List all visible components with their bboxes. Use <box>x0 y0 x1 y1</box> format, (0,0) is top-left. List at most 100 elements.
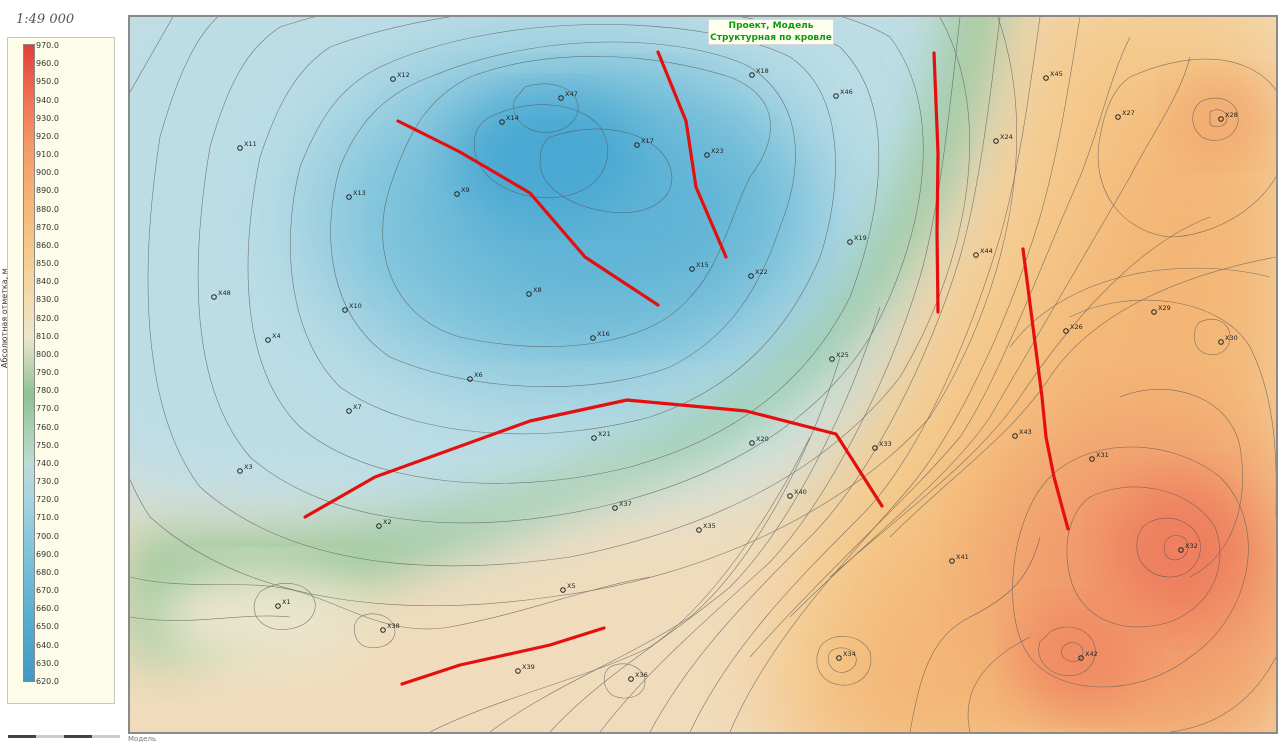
well-label: X5 <box>567 582 576 590</box>
well-x29[interactable]: X29 <box>1151 304 1171 315</box>
scale-bar <box>8 735 120 738</box>
legend-tick: 870.0 <box>36 222 59 232</box>
legend-tick: 750.0 <box>36 440 59 450</box>
well-x31[interactable]: X31 <box>1089 451 1109 462</box>
well-x43[interactable]: X43 <box>1012 428 1032 439</box>
well-x4[interactable]: X4 <box>265 332 281 343</box>
legend-tick: 890.0 <box>36 186 59 196</box>
legend-tick: 810.0 <box>36 331 59 341</box>
legend-tick: 860.0 <box>36 240 59 250</box>
well-x41[interactable]: X41 <box>949 553 969 564</box>
well-x2[interactable]: X2 <box>376 518 392 529</box>
well-x23[interactable]: X23 <box>704 147 724 158</box>
well-marker-icon <box>515 668 521 674</box>
well-x27[interactable]: X27 <box>1115 109 1135 120</box>
well-x26[interactable]: X26 <box>1063 323 1083 334</box>
legend-tick: 720.0 <box>36 495 59 505</box>
fault-4 <box>1021 247 1070 531</box>
well-x45[interactable]: X45 <box>1043 70 1063 81</box>
well-label: X29 <box>1158 304 1171 312</box>
well-x42[interactable]: X42 <box>1078 650 1098 661</box>
well-label: X12 <box>397 71 410 79</box>
legend-tick: 800.0 <box>36 349 59 359</box>
well-x14[interactable]: X14 <box>499 114 519 125</box>
well-marker-icon <box>689 266 695 272</box>
well-x25[interactable]: X25 <box>829 351 849 362</box>
well-x18[interactable]: X18 <box>749 67 769 78</box>
well-marker-icon <box>454 191 460 197</box>
well-label: X42 <box>1085 650 1098 658</box>
well-x22[interactable]: X22 <box>748 268 768 279</box>
well-x5[interactable]: X5 <box>560 582 576 593</box>
well-x11[interactable]: X11 <box>237 140 257 151</box>
well-marker-icon <box>346 408 352 414</box>
well-x12[interactable]: X12 <box>390 71 410 82</box>
well-x48[interactable]: X48 <box>211 289 231 300</box>
well-x33[interactable]: X33 <box>872 440 892 451</box>
well-x28[interactable]: X28 <box>1218 111 1238 122</box>
well-x40[interactable]: X40 <box>787 488 807 499</box>
well-x32[interactable]: X32 <box>1178 542 1198 553</box>
structural-map[interactable]: X12 X11 X47 X14 X18 X17 X23 X46 X45 X27 X28 X24 X13 X… <box>130 17 1276 732</box>
well-x35[interactable]: X35 <box>696 522 716 533</box>
well-x3[interactable]: X3 <box>237 463 253 474</box>
well-x13[interactable]: X13 <box>346 189 366 200</box>
well-x19[interactable]: X19 <box>847 234 867 245</box>
well-marker-icon <box>560 587 566 593</box>
well-marker-icon <box>787 493 793 499</box>
legend-tick: 660.0 <box>36 604 59 614</box>
map-view[interactable]: X12 X11 X47 X14 X18 X17 X23 X46 X45 X27 X28 X24 X13 X… <box>128 15 1278 734</box>
well-label: X45 <box>1050 70 1063 78</box>
well-label: X6 <box>474 371 483 379</box>
well-x8[interactable]: X8 <box>526 286 542 297</box>
well-x1[interactable]: X1 <box>275 598 291 609</box>
well-x30[interactable]: X30 <box>1218 334 1238 345</box>
well-label: X17 <box>641 137 654 145</box>
legend-tick: 710.0 <box>36 513 59 523</box>
fault-3 <box>932 51 940 314</box>
well-marker-icon <box>590 335 596 341</box>
well-x17[interactable]: X17 <box>634 137 654 148</box>
well-x21[interactable]: X21 <box>591 430 611 441</box>
well-x44[interactable]: X44 <box>973 247 993 258</box>
well-x20[interactable]: X20 <box>749 435 769 446</box>
well-x15[interactable]: X15 <box>689 261 709 272</box>
well-marker-icon <box>1012 433 1018 439</box>
map-title-line1: Проект, Модель <box>728 21 814 31</box>
well-marker-icon <box>1218 116 1224 122</box>
legend-tick: 740.0 <box>36 458 59 468</box>
well-x46[interactable]: X46 <box>833 88 853 99</box>
well-label: X47 <box>565 90 578 98</box>
well-x34[interactable]: X34 <box>836 650 856 661</box>
well-marker-icon <box>748 273 754 279</box>
map-scale: 1:49 000 <box>16 12 75 27</box>
well-label: X27 <box>1122 109 1135 117</box>
well-x7[interactable]: X7 <box>346 403 362 414</box>
well-label: X38 <box>387 622 400 630</box>
well-marker-icon <box>628 676 634 682</box>
well-x39[interactable]: X39 <box>515 663 535 674</box>
well-x24[interactable]: X24 <box>993 133 1013 144</box>
well-x36[interactable]: X36 <box>628 671 648 682</box>
well-marker-icon <box>704 152 710 158</box>
well-marker-icon <box>346 194 352 200</box>
well-x16[interactable]: X16 <box>590 330 610 341</box>
well-x6[interactable]: X6 <box>467 371 483 382</box>
well-x47[interactable]: X47 <box>558 90 578 101</box>
well-label: X44 <box>980 247 993 255</box>
well-marker-icon <box>237 145 243 151</box>
well-marker-icon <box>634 142 640 148</box>
well-label: X31 <box>1096 451 1109 459</box>
legend-tick: 650.0 <box>36 622 59 632</box>
well-x10[interactable]: X10 <box>342 302 362 313</box>
well-marker-icon <box>467 376 473 382</box>
legend-tick: 760.0 <box>36 422 59 432</box>
map-title-line2: Структурная по кровле <box>710 33 832 43</box>
well-marker-icon <box>499 119 505 125</box>
well-marker-icon <box>558 95 564 101</box>
well-x37[interactable]: X37 <box>612 500 632 511</box>
well-x9[interactable]: X9 <box>454 186 470 197</box>
well-x38[interactable]: X38 <box>380 622 400 633</box>
well-marker-icon <box>696 527 702 533</box>
well-marker-icon <box>973 252 979 258</box>
